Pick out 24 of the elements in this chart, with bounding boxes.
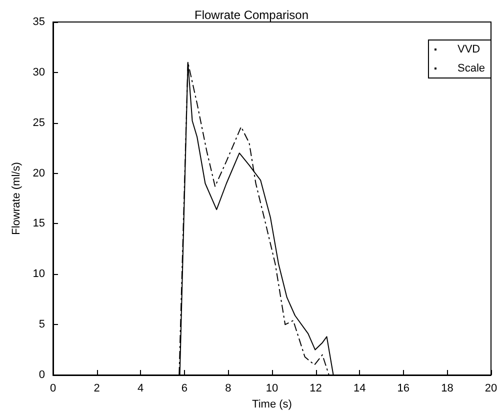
x-tick-label: 18 bbox=[441, 382, 454, 394]
x-tick-label: 16 bbox=[397, 382, 410, 394]
x-tick-label: 8 bbox=[225, 382, 232, 394]
y-tick-label: 15 bbox=[32, 218, 45, 230]
y-tick-label: 0 bbox=[38, 369, 45, 381]
y-tick-label: 20 bbox=[32, 167, 45, 180]
y-tick-label: 35 bbox=[32, 16, 45, 28]
x-tick-label: 10 bbox=[266, 382, 278, 394]
y-tick-label: 30 bbox=[32, 66, 45, 78]
x-tick-label: 4 bbox=[138, 382, 144, 394]
x-tick-label: 20 bbox=[484, 382, 498, 394]
x-tick-label: 2 bbox=[94, 382, 100, 394]
chart-title: Flowrate Comparison bbox=[194, 8, 309, 22]
x-tick-label: 6 bbox=[181, 382, 188, 394]
y-axis-title: Flowrate (ml/s) bbox=[10, 162, 22, 235]
y-tick-label: 5 bbox=[38, 318, 45, 331]
y-tick-label: 25 bbox=[32, 116, 45, 129]
x-axis-title: Time (s) bbox=[252, 398, 292, 410]
legend-label: Scale bbox=[457, 62, 486, 74]
x-tick-label: 14 bbox=[353, 382, 366, 394]
x-tick-label: 0 bbox=[50, 382, 56, 394]
y-tick-label: 10 bbox=[32, 268, 45, 280]
legend-label: VVD bbox=[457, 44, 480, 56]
x-tick-label: 12 bbox=[310, 382, 322, 394]
